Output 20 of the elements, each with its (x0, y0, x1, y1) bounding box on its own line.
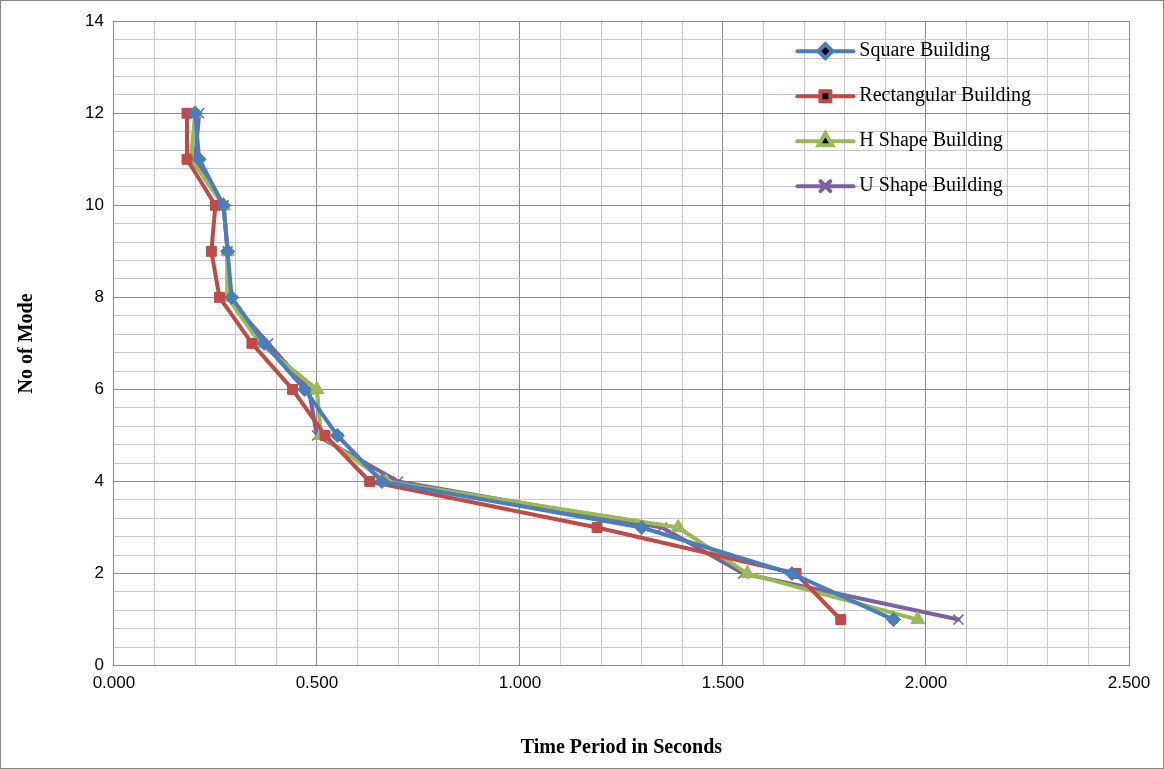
x-tick-label: 1.500 (701, 673, 745, 693)
x-tick-label: 0.000 (92, 673, 136, 693)
y-tick-label: 6 (94, 379, 104, 399)
y-tick-label: 8 (94, 287, 104, 307)
x-tick-label: 0.500 (295, 673, 339, 693)
y-tick-label: 0 (94, 655, 104, 675)
y-tick-label: 2 (94, 563, 104, 583)
x-tick-label: 1.000 (498, 673, 542, 693)
legend-label: U Shape Building (859, 173, 1003, 197)
y-axis-title: No of Mode (14, 293, 37, 394)
legend-label: Square Building (859, 38, 990, 62)
y-tick-label: 12 (84, 102, 104, 122)
y-tick-label: 10 (84, 195, 104, 214)
x-axis-title: Time Period in Seconds (520, 735, 723, 758)
y-tick-label: 4 (94, 471, 104, 491)
legend-label: Rectangular Building (859, 83, 1032, 107)
y-tick-label: 14 (84, 10, 104, 30)
x-tick-label: 2.500 (1107, 673, 1151, 693)
x-tick-label: 2.000 (904, 673, 948, 693)
legend-label: H Shape Building (859, 128, 1003, 152)
